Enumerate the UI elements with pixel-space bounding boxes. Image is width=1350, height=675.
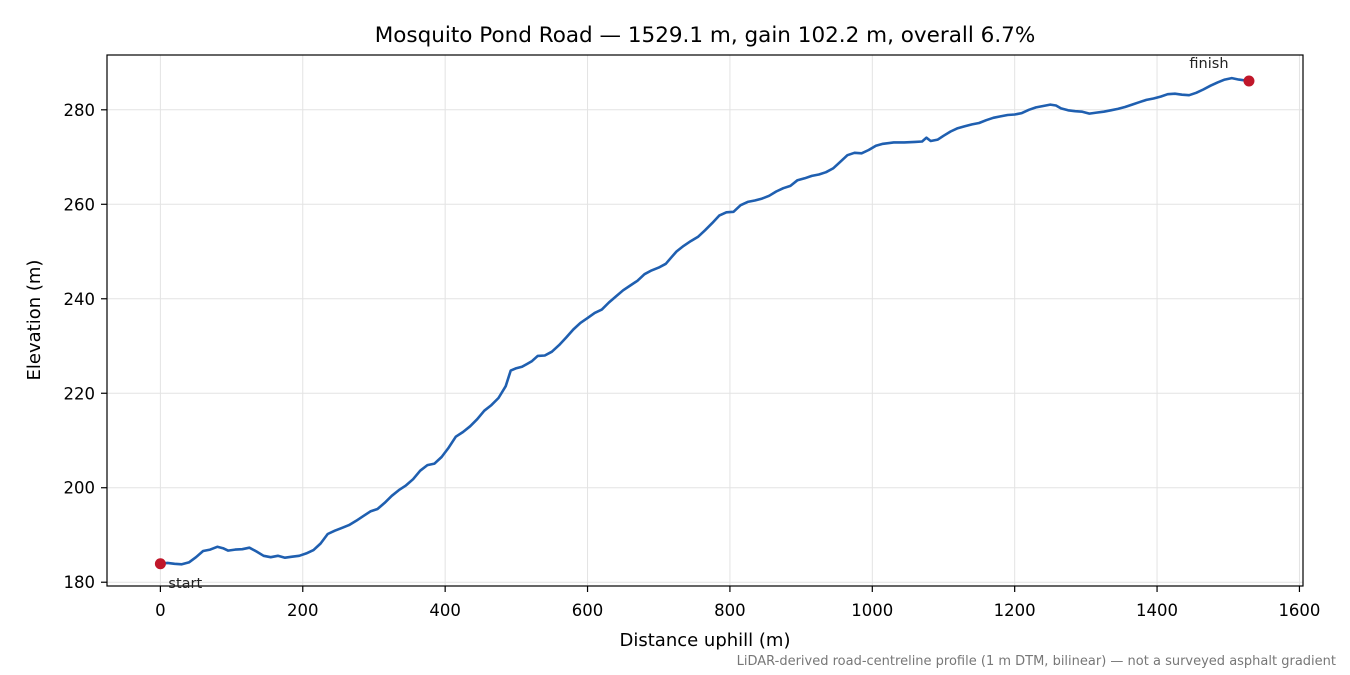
endpoint-markers: start finish [154,56,1255,592]
y-axis-label: Elevation (m) [24,260,45,381]
y-tick-label: 220 [64,384,96,403]
finish-point-marker [1243,75,1255,87]
x-tick-label: 1600 [1278,601,1320,620]
plot-frame [106,54,1304,587]
finish-annotation: finish [1189,56,1228,72]
profile-series [159,76,1251,566]
x-tick-label: 600 [572,601,604,620]
start-annotation: start [168,576,202,592]
x-tick-label: 1000 [851,601,893,620]
y-tick-label: 180 [64,573,96,592]
y-tick-label: 240 [64,290,96,309]
chart-title: Mosquito Pond Road — 1529.1 m, gain 102.… [375,23,1036,48]
x-tick-label: 200 [287,601,319,620]
x-tick-label: 1400 [1136,601,1178,620]
elevation-line [159,76,1251,566]
grid-lines [107,55,1303,586]
y-axis-ticks: 180 200 220 240 260 280 [64,101,107,592]
x-tick-label: 800 [714,601,746,620]
x-axis-ticks: 0 200 400 600 800 1000 1200 1400 1600 [155,586,1320,620]
x-axis-label: Distance uphill (m) [620,630,791,651]
x-tick-label: 400 [429,601,461,620]
y-tick-label: 200 [64,479,96,498]
y-tick-label: 280 [64,101,96,120]
y-tick-label: 260 [64,195,96,214]
x-tick-label: 0 [155,601,166,620]
start-point-marker [154,558,166,570]
chart-footnote: LiDAR-derived road-centreline profile (1… [737,654,1336,669]
x-tick-label: 1200 [994,601,1036,620]
